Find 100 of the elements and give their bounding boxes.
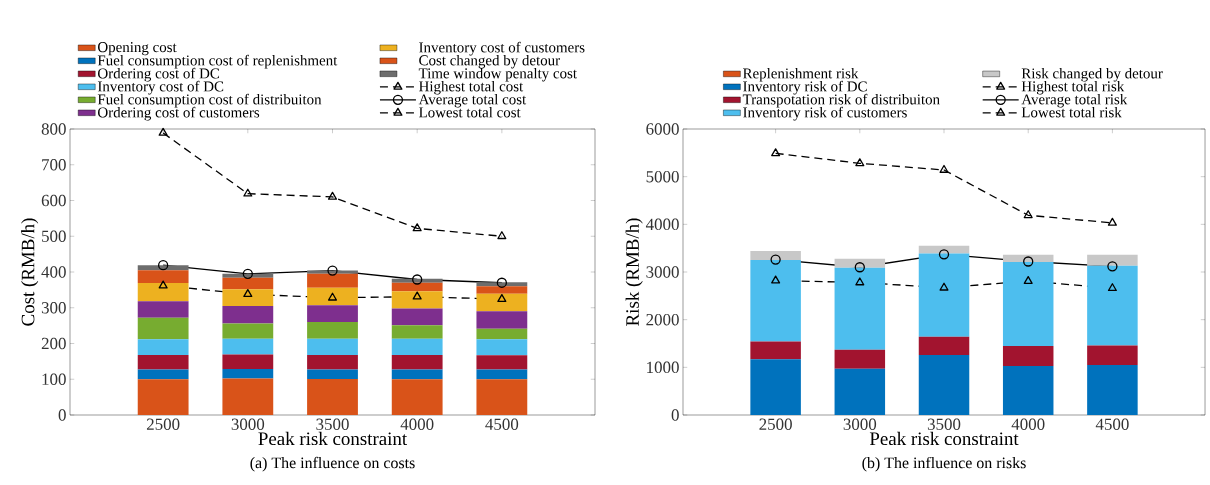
point [1107, 283, 1117, 292]
bar [476, 369, 528, 380]
legend-label: Inventory risk of customers [743, 106, 907, 121]
point [497, 231, 507, 240]
point [327, 265, 338, 276]
bar [222, 338, 274, 355]
bar [391, 278, 443, 283]
bar [307, 273, 358, 288]
bar [222, 323, 274, 339]
y-axis-title: Risk (RMB/h) [625, 218, 643, 326]
y-tick-label: 6000 [646, 123, 679, 135]
bar [137, 265, 189, 271]
point [496, 277, 508, 288]
legend-label: Inventory cost of customers [419, 41, 585, 56]
bar [1002, 254, 1054, 262]
y-tick-label: 700 [42, 159, 66, 171]
bar [476, 286, 528, 294]
bar [307, 338, 358, 355]
point [158, 127, 168, 136]
bar [137, 339, 189, 355]
y-tick-label: 100 [42, 373, 66, 385]
legend-label: Opening cost [98, 42, 177, 56]
bar [476, 339, 528, 356]
y-tick-label: 600 [41, 194, 66, 207]
bar [476, 355, 528, 370]
bar [750, 341, 801, 360]
bar [750, 359, 801, 415]
y-tick-label: 5000 [646, 170, 679, 183]
bar [137, 369, 189, 380]
bar [222, 289, 274, 306]
point [157, 260, 169, 271]
bar [391, 369, 443, 380]
legend-label: Cost changed by detour [419, 54, 560, 69]
bar [137, 301, 189, 318]
bar [750, 260, 801, 342]
legend-label: Replenishment risk [743, 67, 859, 82]
bar [222, 354, 274, 369]
y-tick-label: 4000 [645, 218, 679, 231]
bar [834, 258, 886, 268]
bar [222, 273, 274, 278]
bar [391, 338, 443, 355]
point [855, 158, 865, 167]
x-tick-label: 2500 [759, 418, 792, 430]
bar [1087, 265, 1138, 346]
bar [137, 283, 189, 302]
text: (a) The influence on costs [250, 456, 415, 472]
point [938, 249, 950, 260]
bar [391, 308, 443, 326]
x-tick-label: 3000 [843, 418, 877, 430]
point [497, 294, 507, 303]
y-tick-label: 300 [41, 302, 66, 314]
point [939, 164, 949, 173]
bar [391, 282, 443, 292]
bar [834, 349, 886, 369]
point [1023, 275, 1033, 284]
bar [137, 354, 189, 370]
bar [307, 305, 358, 323]
x-axis-title: Peak risk constraint [258, 431, 408, 446]
bar [391, 325, 443, 339]
point [412, 223, 422, 232]
legend-label: Lowest total risk [1021, 106, 1122, 118]
bar [834, 368, 886, 415]
bar [307, 322, 358, 339]
point [855, 277, 865, 286]
point [1107, 261, 1118, 272]
bar [1002, 261, 1054, 346]
y-tick-label: 0 [671, 409, 679, 421]
point [158, 280, 168, 289]
y-tick-label: 2000 [646, 313, 679, 326]
point [1107, 217, 1117, 226]
legend-label: Fuel consumption cost of distribuiton [97, 93, 322, 108]
bar [137, 379, 189, 415]
bar [918, 253, 970, 337]
x-tick-label: 4000 [1011, 418, 1045, 430]
x-tick-label: 4000 [400, 418, 434, 430]
legend-label: Fuel consumption cost of replenishment [97, 54, 338, 69]
bar [307, 378, 358, 415]
bar [137, 317, 189, 340]
y-tick-label: 1000 [647, 361, 679, 374]
y-tick-label: 0 [58, 409, 66, 421]
point [771, 148, 781, 157]
bar [1087, 364, 1138, 415]
point [412, 274, 423, 285]
bar [222, 378, 274, 415]
x-axis-title: Peak risk constraint [869, 431, 1019, 446]
bar [391, 354, 443, 370]
legend-label: Average total cost [418, 93, 527, 108]
legend-label: Average total risk [1021, 93, 1128, 108]
bar [476, 328, 528, 340]
point [327, 191, 338, 200]
bar [307, 287, 358, 306]
bar [222, 277, 274, 290]
bar [476, 293, 528, 312]
y-tick-label: 3000 [646, 266, 679, 278]
bar [750, 251, 801, 261]
bar [391, 379, 443, 415]
x-tick-label: 3500 [927, 418, 961, 430]
x-tick-label: 3000 [231, 418, 265, 430]
point [327, 292, 338, 301]
bar [834, 267, 886, 350]
